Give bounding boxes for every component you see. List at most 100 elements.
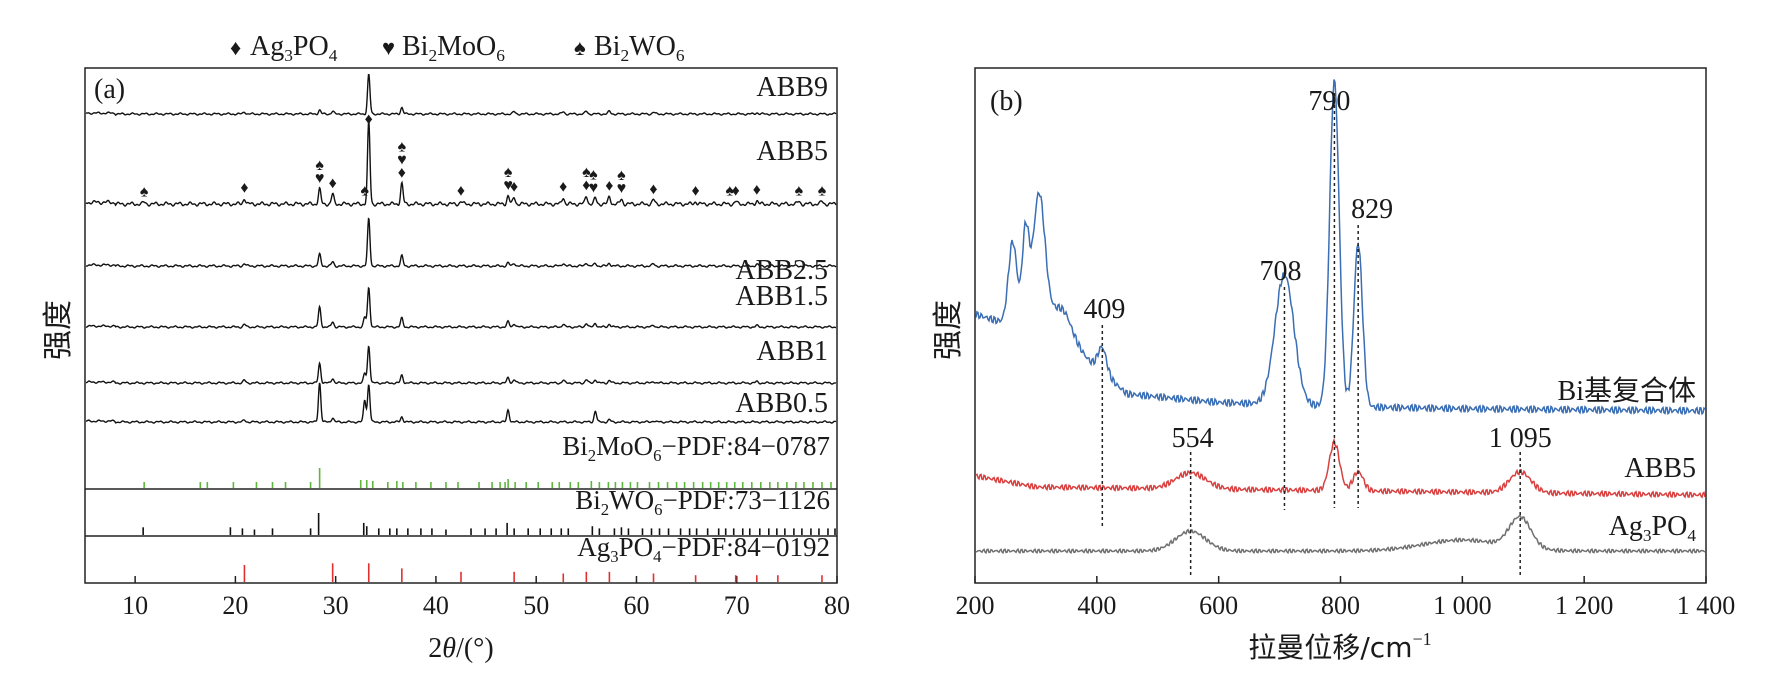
diamond-marker: ♦ (605, 178, 613, 195)
legend-label-part: WO (629, 31, 676, 62)
legend-label-part: 2 (428, 46, 437, 65)
diamond-marker: ♦ (692, 183, 700, 200)
reference-label: Bi2WO6−PDF:73−1126 (575, 485, 830, 519)
legend-label-part: 6 (496, 46, 505, 65)
legend-label-part: Bi (402, 31, 429, 62)
xtick-label: 70 (724, 591, 750, 620)
reference-label-part: −PDF:84−0787 (662, 431, 831, 461)
xtick-label: 40 (423, 591, 449, 620)
legend-label-part: Ag (250, 31, 284, 62)
legend-label-part: 2 (620, 46, 629, 65)
series-label-part: 4 (1687, 526, 1696, 545)
diamond-marker: ♦ (240, 179, 248, 196)
xrd-pattern-line (85, 345, 837, 385)
reference-label-part: 2 (588, 446, 596, 465)
diamond-marker: ♦ (457, 183, 465, 200)
series-label: ABB5 (1624, 453, 1696, 484)
diamond-marker: ♦ (649, 181, 657, 198)
xtick-label: 1 400 (1677, 591, 1736, 620)
heart-marker: ♥ (503, 177, 513, 194)
legend-marker: ♠ (574, 35, 586, 60)
raman-spectrum-line (975, 79, 1706, 416)
spade-marker: ♠ (725, 183, 734, 200)
xrd-pattern-line (85, 120, 837, 207)
panel-b-peak-annotations: 409 554 708 790 829 1 095 (1083, 86, 1552, 575)
panel-a-xlabel: 2θ/(°) (428, 633, 493, 664)
panel-b-xlabel: 拉曼位移/cm−1 (1248, 629, 1431, 664)
xtick-label: 20 (222, 591, 248, 620)
raman-spectrum-line (975, 437, 1706, 499)
legend-label: Bi2WO6 (594, 31, 685, 65)
spade-marker: ♠ (140, 183, 149, 200)
diamond-marker: ♦ (753, 182, 761, 199)
legend-label-part: 6 (676, 46, 685, 65)
raman-spectrum-line (975, 514, 1706, 555)
series-label-part: Ag (1609, 511, 1643, 542)
heart-marker: ♥ (397, 152, 407, 169)
legend-label: Bi2MoO6 (402, 31, 505, 65)
legend: ♦ Ag3PO4 ♥ Bi2MoO6 ♠ Bi2WO6 (230, 31, 685, 65)
reference-label-part: 4 (653, 547, 662, 566)
legend-label: Ag3PO4 (250, 31, 338, 65)
heart-marker: ♥ (589, 179, 599, 196)
peak-label: 409 (1083, 294, 1125, 325)
legend-label-part: 3 (284, 46, 293, 65)
xtick-label: 60 (623, 591, 649, 620)
spade-marker: ♠ (582, 164, 591, 181)
reference-label-part: 3 (610, 547, 618, 566)
legend-label-part: 4 (329, 46, 338, 65)
panel-b-ylabel: 强度 (931, 300, 966, 360)
xtick-label: 600 (1199, 591, 1238, 620)
reference-label-part: MoO (596, 431, 653, 461)
panel-b-series: Bi基复合体 ABB5 Ag3PO4 (975, 79, 1706, 555)
heart-marker: ♥ (617, 180, 627, 197)
reference-label-part: PO (619, 532, 654, 562)
reference-label: Bi2MoO6−PDF:84−0787 (562, 431, 830, 465)
reference-label-part: WO (609, 485, 654, 515)
spade-marker: ♠ (315, 157, 324, 174)
xrd-pattern-line (85, 217, 837, 268)
diamond-marker: ♦ (365, 111, 373, 128)
xtick-label: 80 (824, 591, 850, 620)
reference-label-part: 6 (653, 446, 661, 465)
spade-marker: ♠ (795, 183, 804, 200)
spade-marker: ♠ (398, 139, 407, 156)
xrd-pattern-line (85, 74, 837, 116)
diamond-marker: ♦ (732, 183, 740, 200)
series-label: ABB1 (756, 336, 828, 367)
spade-marker: ♠ (360, 183, 369, 200)
diamond-marker: ♦ (510, 178, 518, 195)
series-label: ABB2.5 (735, 255, 828, 286)
reference-label-part: −PDF:73−1126 (663, 485, 830, 515)
spade-marker: ♠ (818, 183, 827, 200)
series-label: ABB1.5 (735, 281, 828, 312)
xtick-label: 800 (1321, 591, 1360, 620)
panel-b-label: (b) (990, 86, 1023, 117)
spade-marker: ♠ (617, 167, 626, 184)
legend-marker: ♦ (230, 35, 241, 60)
panel-a-frame (84, 67, 838, 584)
series-label: ABB5 (756, 136, 828, 167)
xrd-pattern-line (86, 382, 837, 424)
panel-a-reference-patterns: Bi2MoO6−PDF:84−0787Bi2WO6−PDF:73−1126Ag3… (85, 431, 837, 582)
spade-marker: ♠ (589, 166, 598, 183)
panel-b-frame (974, 67, 1707, 584)
reference-label-part: Ag (577, 532, 610, 562)
series-label-part: PO (1652, 511, 1688, 542)
legend-label-part: Bi (594, 31, 621, 62)
series-label: Ag3PO4 (1609, 511, 1697, 545)
xrd-pattern-line (85, 286, 837, 329)
peak-label: 829 (1351, 194, 1393, 225)
diamond-marker: ♦ (329, 175, 337, 192)
reference-label: Ag3PO4−PDF:84−0192 (577, 532, 830, 566)
reference-label-part: 6 (654, 500, 662, 519)
xtick-label: 1 000 (1433, 591, 1492, 620)
reference-label-part: Bi (575, 485, 601, 515)
xtick-label: 1 200 (1555, 591, 1614, 620)
xtick-label: 400 (1077, 591, 1116, 620)
peak-label: 708 (1259, 256, 1301, 287)
panel-a-label: (a) (94, 74, 125, 105)
panel-b-raman: (b) 强度 200 400 600 800 1 000 1 200 1 400 拉曼位移/… (931, 67, 1736, 664)
xtick-label: 50 (523, 591, 549, 620)
